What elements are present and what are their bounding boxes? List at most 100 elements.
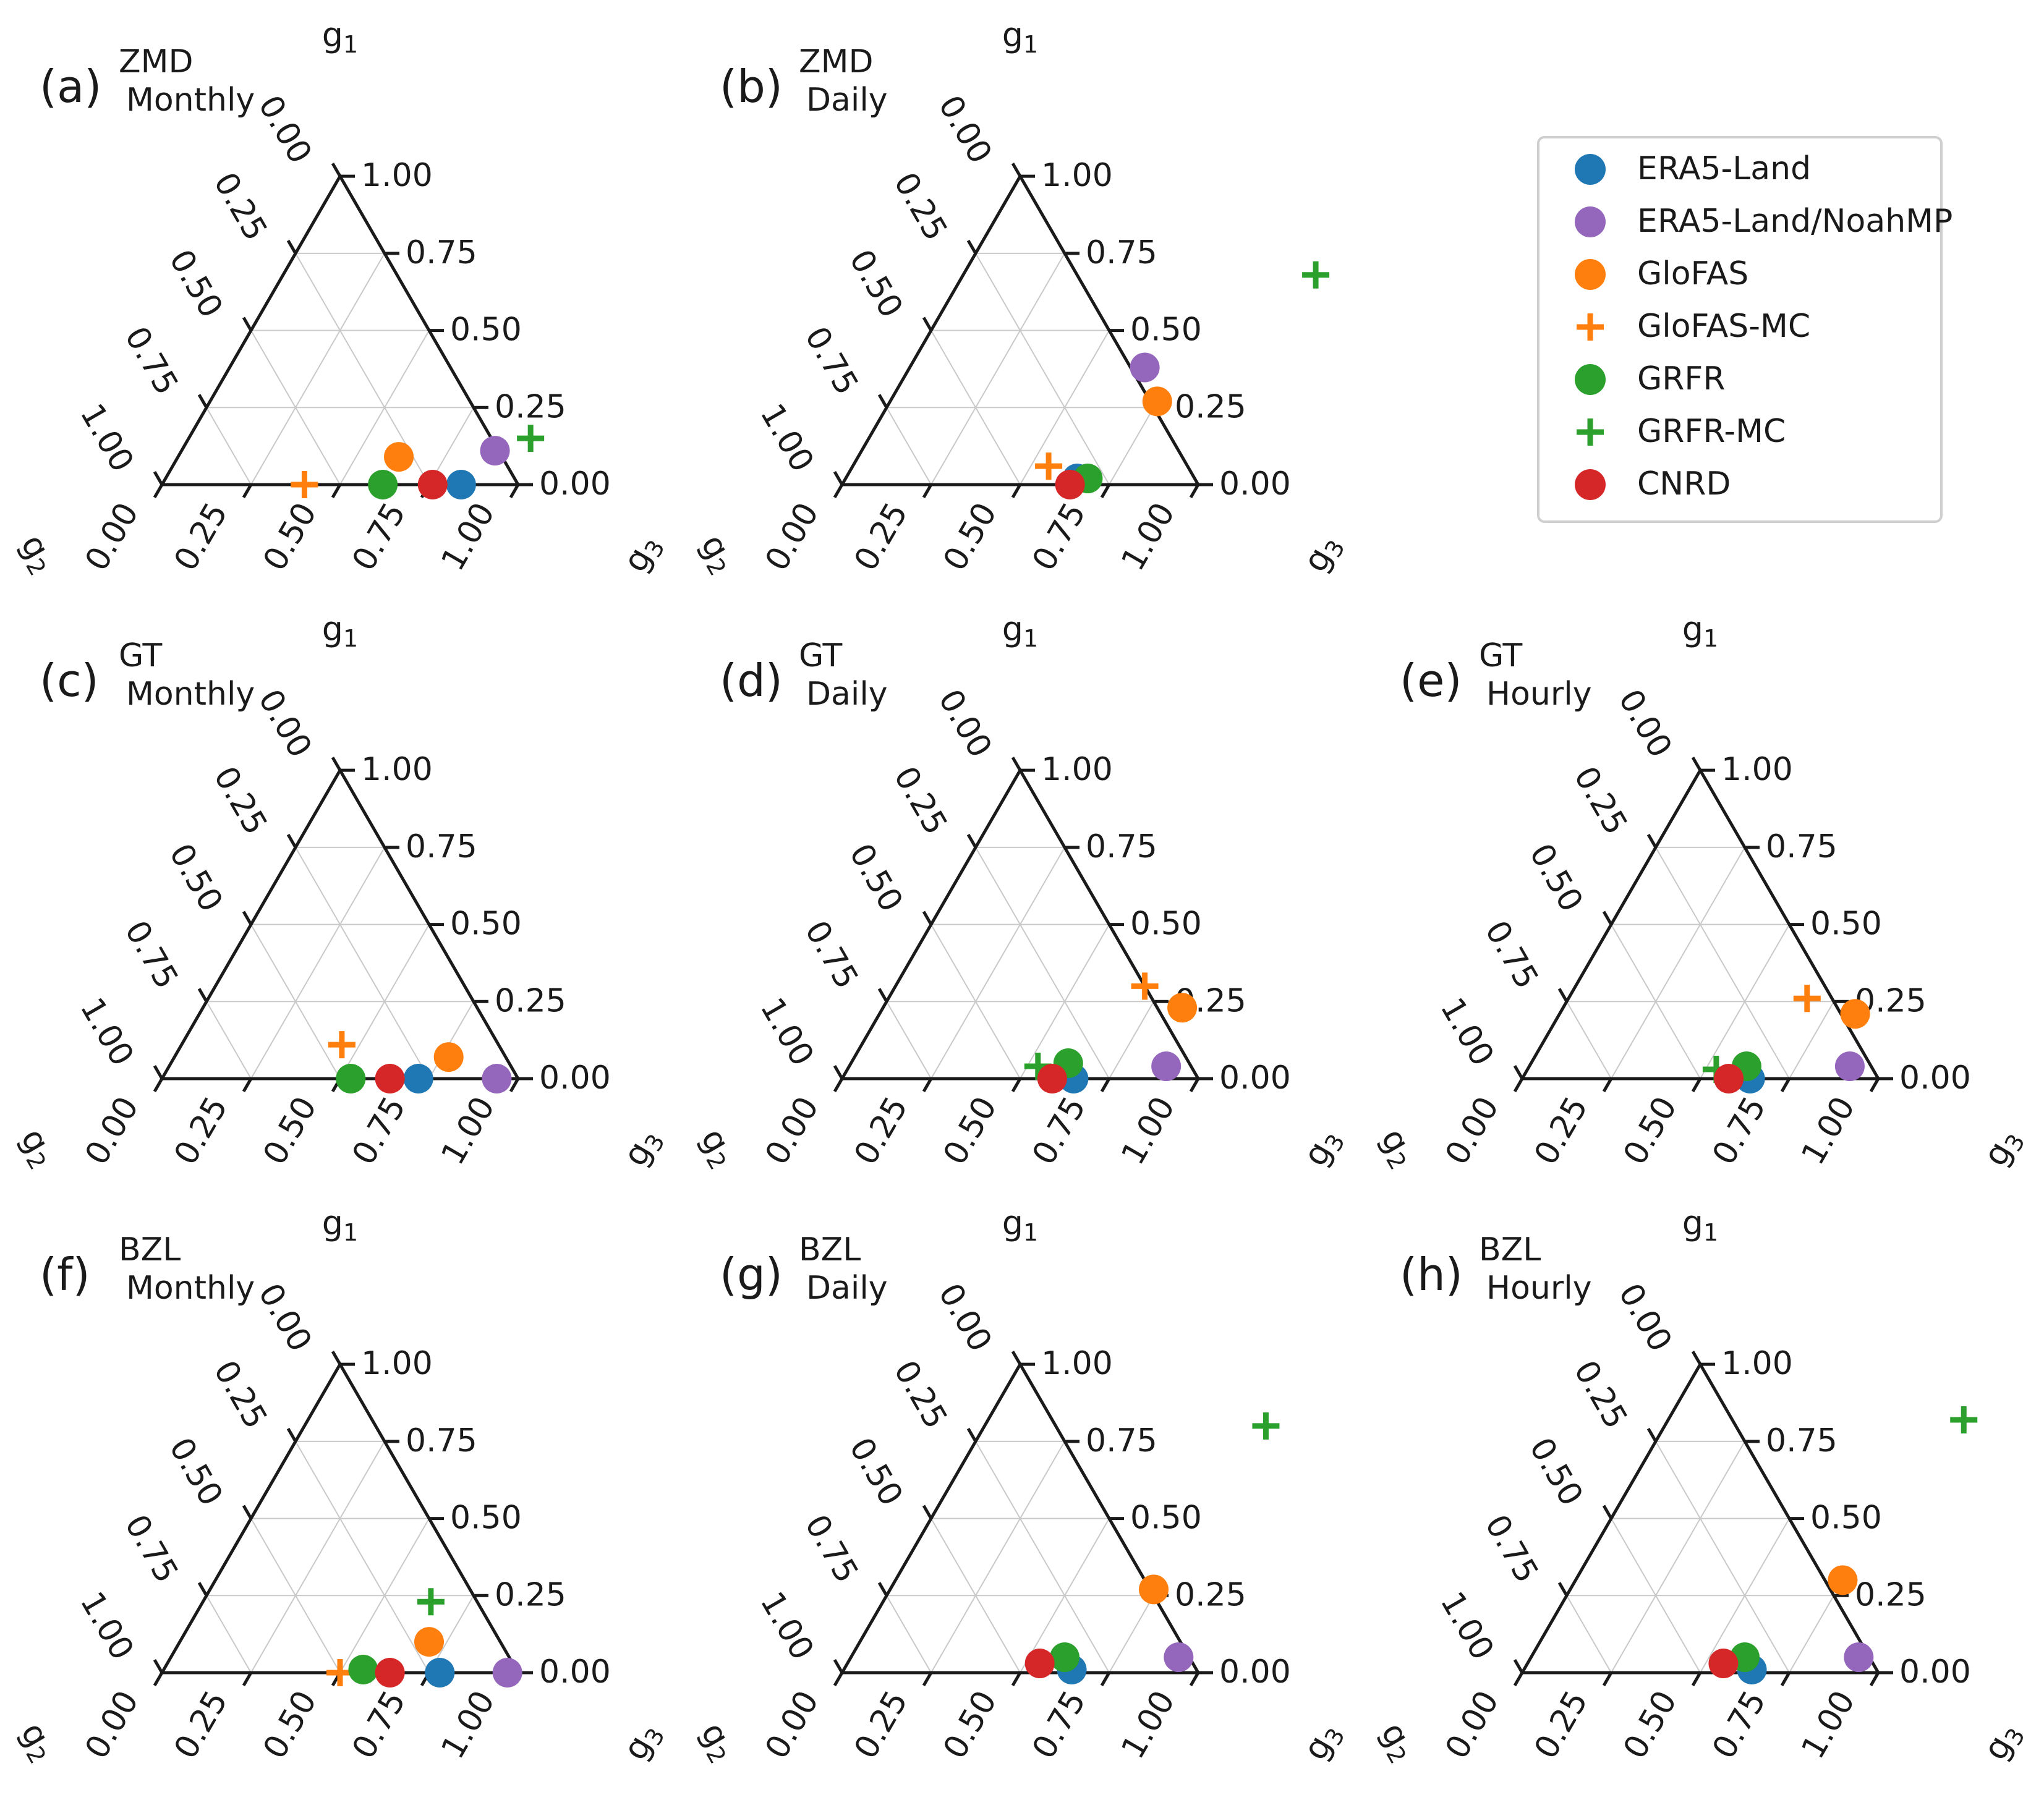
tick-mark — [509, 1077, 520, 1093]
tick-label-g3: 0.75 — [1025, 1684, 1093, 1765]
grid-line — [206, 407, 252, 485]
legend-label: GloFAS — [1637, 255, 1748, 292]
axis-name-g2: g2 — [1370, 1716, 1425, 1768]
tick-label-g1: 0.25 — [1175, 1576, 1246, 1613]
tick-label-g2: 0.75 — [117, 915, 185, 995]
panel-title-site: BZL — [119, 1231, 181, 1268]
legend-label: GRFR-MC — [1637, 413, 1786, 450]
data-points — [1708, 1406, 1978, 1685]
tick-mark — [1513, 1064, 1524, 1080]
tick-label-g2: 0.25 — [887, 1354, 955, 1435]
grid-line — [930, 1441, 1065, 1673]
panel-title-scale: Hourly — [1486, 1270, 1591, 1307]
panel-title-scale: Monthly — [126, 1270, 255, 1307]
legend-marker — [1575, 364, 1606, 395]
tick-mark — [1691, 1077, 1702, 1093]
grid-line — [930, 924, 1021, 1079]
tick-mark — [1646, 1427, 1658, 1443]
tick-label-g1: 0.75 — [1766, 828, 1837, 865]
tick-label-g2: 0.00 — [1611, 684, 1679, 764]
grid-line — [295, 1441, 430, 1673]
grid-line — [1109, 407, 1154, 485]
data-points — [291, 425, 545, 499]
tick-label-g3: 0.75 — [345, 1090, 413, 1171]
tick-mark — [509, 483, 520, 499]
grid-line — [250, 924, 341, 1079]
tick-label-g1: 0.50 — [450, 906, 522, 943]
grid-line — [975, 253, 1110, 485]
point-grfrmc — [417, 1588, 445, 1616]
tick-mark — [1602, 1505, 1613, 1519]
panel-title-site: ZMD — [119, 43, 194, 80]
point-glofasmc — [1131, 972, 1159, 1000]
tick-label-g1: 0.50 — [1130, 906, 1202, 943]
tick-label-g1: 0.75 — [1086, 234, 1157, 271]
legend-item-noah: ERA5-Land/NoahMP — [1575, 203, 1952, 240]
tick-label-g2: 0.25 — [887, 760, 955, 841]
tick-label-g3: 0.50 — [256, 496, 324, 577]
tick-label-g1: 0.75 — [1086, 828, 1157, 865]
tick-label-g3: 0.00 — [78, 496, 146, 577]
tick-label-g3: 0.50 — [1616, 1090, 1684, 1171]
tick-label-g3: 0.25 — [167, 1684, 235, 1765]
panel-title-scale: Daily — [806, 676, 888, 713]
grid-line — [339, 1518, 430, 1673]
axis-name-g3: g3 — [615, 528, 670, 580]
tick-label-g1: 0.00 — [539, 1654, 611, 1691]
point-glofas — [384, 442, 414, 472]
tick-label-g3: 1.00 — [1114, 1684, 1182, 1765]
tick-label-g3: 0.25 — [1527, 1684, 1595, 1765]
tick-mark — [1780, 1077, 1791, 1093]
grid-line — [1655, 1441, 1790, 1673]
tick-label-g3: 1.00 — [1794, 1684, 1862, 1765]
axis-name-g2: g2 — [1370, 1122, 1425, 1174]
tick-mark — [1557, 988, 1569, 1003]
tick-label-g3: 0.00 — [78, 1090, 146, 1171]
tick-label-g1: 0.75 — [406, 828, 477, 865]
tick-mark — [833, 1658, 844, 1674]
axis-name-g2: g2 — [690, 1122, 745, 1174]
tick-label-g3: 0.00 — [1438, 1090, 1506, 1171]
tick-label-g2: 0.25 — [887, 166, 955, 247]
tick-mark — [1100, 1671, 1111, 1687]
tick-label-g1: 0.00 — [1219, 465, 1291, 503]
tick-mark — [1646, 833, 1658, 849]
point-grfr — [368, 470, 398, 499]
panel-letter: (b) — [720, 61, 783, 112]
tick-label-g1: 1.00 — [361, 157, 433, 194]
point-noah — [480, 436, 510, 466]
tick-mark — [1602, 1077, 1613, 1093]
tick-label-g1: 1.00 — [1721, 1345, 1793, 1382]
point-cnrd — [375, 1658, 405, 1688]
tick-mark — [1011, 1351, 1022, 1365]
point-glofas — [1142, 386, 1172, 417]
grid-lines — [886, 1440, 1154, 1673]
tick-mark — [833, 470, 844, 486]
data-points — [1702, 985, 1870, 1093]
tick-label-g2: 0.50 — [162, 1432, 230, 1512]
grid-line — [250, 847, 385, 1079]
grid-line — [886, 1595, 932, 1673]
point-glofas — [1139, 1574, 1169, 1605]
ternary-panel: 0.00 0.25 0.50 0.75 1.000.000.250.500.751.00… — [10, 609, 670, 1174]
tick-label-g2: 0.75 — [1478, 915, 1546, 995]
grid-line — [250, 1441, 385, 1673]
tick-mark — [286, 833, 297, 849]
grid-line — [250, 330, 341, 485]
legend-marker — [1577, 418, 1604, 446]
tick-label-g3: 0.50 — [936, 496, 1004, 577]
tick-mark — [1557, 1582, 1569, 1597]
panel-letter: (d) — [720, 655, 783, 707]
axis-name-g3: g3 — [1975, 1122, 2030, 1174]
tick-mark — [1602, 1671, 1613, 1687]
tick-label-g2: 0.00 — [931, 90, 999, 170]
grid-line — [250, 253, 385, 485]
axis-name-g1: g1 — [1682, 609, 1718, 652]
ternary-panel: 0.00 0.25 0.50 0.75 1.000.000.250.500.751.00… — [10, 1204, 670, 1768]
tick-mark — [153, 1671, 164, 1687]
tick-label-g2: 1.00 — [73, 1586, 141, 1666]
legend-marker — [1575, 154, 1606, 185]
tick-label-g2: 1.00 — [753, 397, 821, 478]
tick-label-g1: 1.00 — [1721, 751, 1793, 788]
point-glofas — [433, 1042, 464, 1072]
